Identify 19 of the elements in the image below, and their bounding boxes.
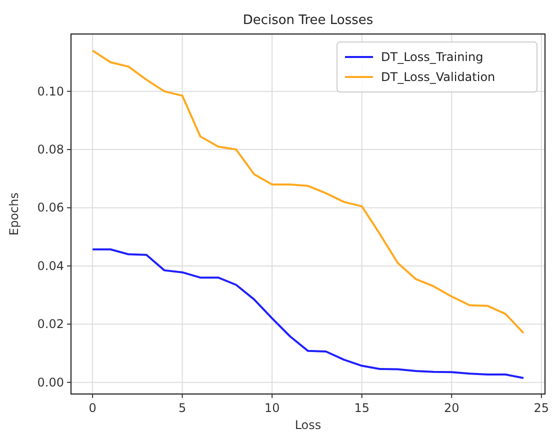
y-tick-label: 0.10 — [37, 84, 64, 98]
y-tick-label: 0.02 — [37, 317, 64, 332]
y-axis-title: Epochs — [7, 192, 21, 236]
line-series — [92, 248, 524, 379]
x-tick-label: 5 — [178, 401, 186, 415]
x-axis-title: Loss — [294, 418, 322, 432]
x-tick-label: 10 — [264, 401, 280, 415]
y-tick-label: 0.08 — [37, 142, 64, 157]
y-tick-label: 0.04 — [37, 258, 64, 273]
x-tick-label: 15 — [354, 401, 370, 415]
y-tick-label: 0.00 — [37, 375, 64, 390]
x-tick-label: 20 — [444, 401, 460, 415]
y-tick-label: 0.06 — [37, 200, 64, 215]
line-series — [92, 50, 524, 334]
x-tick-label: 25 — [534, 401, 550, 415]
chart-title: Decison Tree Losses — [242, 13, 374, 28]
legend-label: DT_Loss_Training — [381, 50, 484, 64]
legend-label: DT_Loss_Validation — [381, 70, 496, 84]
x-tick-label: 0 — [88, 401, 96, 415]
